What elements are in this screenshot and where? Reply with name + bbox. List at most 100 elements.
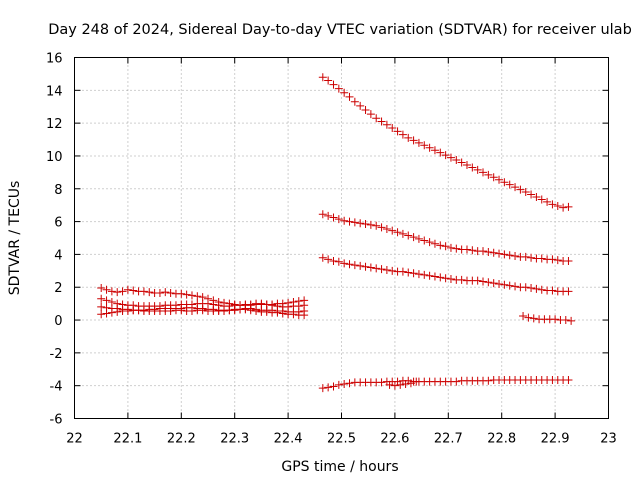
data-point [139,287,148,296]
grid [74,57,609,419]
data-point [177,306,186,315]
data-point [340,259,349,268]
data-point [388,124,397,133]
data-point [372,264,381,273]
data-point [436,241,445,250]
data-point [262,307,271,316]
data-point [404,268,413,277]
data-point [118,287,127,296]
data-point [324,255,333,264]
data-point [345,379,354,388]
data-point [398,130,407,139]
data-point [107,308,116,317]
data-point [484,278,493,287]
data-point [500,250,509,259]
data-point [468,163,477,172]
x-tick-label: 22.9 [541,432,570,447]
data-point [452,244,461,253]
data-point [398,267,407,276]
data-point [166,307,175,316]
data-point [113,307,122,316]
data-point [97,310,106,319]
x-tick-label: 22.2 [167,432,196,447]
data-point [393,228,402,237]
data-point [356,101,365,110]
data-point [548,286,557,295]
data-point [145,288,154,297]
data-point [446,243,455,252]
data-point [524,313,533,322]
data-point [452,377,461,386]
data-point [350,261,359,270]
data-point [473,165,482,174]
data-point [187,307,196,316]
data-point [366,220,375,229]
data-point [350,218,359,227]
x-axis-tick-labels: 22 22.1 22.2 22.3 22.4 22.5 22.6 22.7 22.8 22.9 23 [66,432,617,447]
x-axis-label: GPS time / hours [281,459,398,475]
series-9 [318,375,573,393]
data-point [409,136,418,145]
x-tick-label: 22.1 [113,432,142,447]
data-point [527,190,536,199]
data-point [505,180,514,189]
data-point [561,316,570,325]
data-point [182,290,191,299]
data-point [361,106,370,115]
data-point [123,307,132,316]
data-point [436,148,445,157]
data-point [529,314,538,323]
data-point [289,310,298,319]
data-point [340,216,349,225]
data-point [372,221,381,230]
data-point [340,380,349,389]
x-tick-label: 22.4 [274,432,303,447]
data-point [516,185,525,194]
data-point [414,234,423,243]
data-point [113,288,122,297]
data-point [388,226,397,235]
data-point [329,80,338,89]
x-tick-label: 22.6 [380,432,409,447]
data-point [521,188,530,197]
data-point [484,170,493,179]
series-4 [97,305,309,320]
data-point [361,262,370,271]
data-point [457,158,466,167]
data-point [521,283,530,292]
data-point [564,287,573,296]
data-point [551,315,560,324]
data-point [345,217,354,226]
data-point [324,383,333,392]
data-point [425,271,434,280]
data-point [334,380,343,389]
series-5 [318,73,573,212]
data-point [356,219,365,228]
data-point [155,288,164,297]
series-7 [318,253,573,296]
data-point [273,308,282,317]
data-point [252,307,261,316]
data-point [102,285,111,294]
data-point [430,146,439,155]
data-point [166,288,175,297]
chart-title: Day 248 of 2024, Sidereal Day-to-day VTE… [48,22,632,38]
data-point [519,311,528,320]
data-point [334,257,343,266]
y-tick-label: -4 [50,380,63,395]
data-point [452,156,461,165]
data-point [406,379,415,388]
x-tick-label: 22.3 [220,432,249,447]
data-point [548,255,557,264]
data-point [377,223,386,232]
y-tick-label: 6 [54,216,62,231]
data-point [318,210,327,219]
data-point [495,279,504,288]
data-point [414,270,423,279]
data-point [532,192,541,201]
data-point [398,229,407,238]
data-point [420,236,429,245]
data-point [345,92,354,101]
data-point [436,273,445,282]
data-point [489,279,498,288]
